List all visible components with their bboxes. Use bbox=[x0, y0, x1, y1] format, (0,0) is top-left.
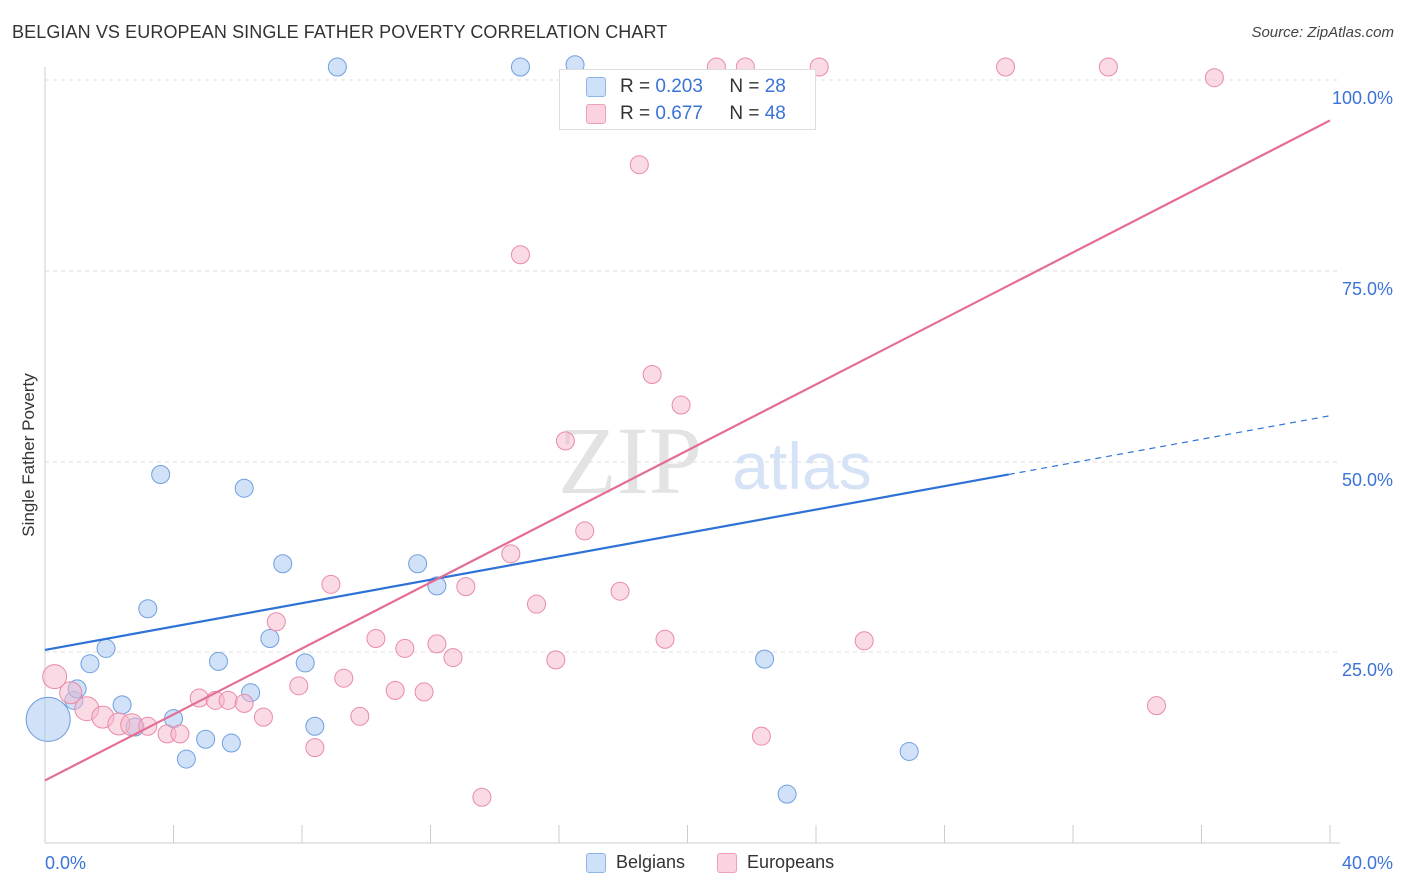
source-credit: Source: ZipAtlas.com bbox=[1251, 24, 1394, 41]
point-europeans bbox=[472, 787, 492, 807]
point-europeans bbox=[655, 629, 675, 649]
point-europeans bbox=[527, 594, 547, 614]
point-europeans bbox=[501, 544, 521, 564]
point-europeans bbox=[610, 581, 630, 601]
point-europeans bbox=[510, 245, 530, 265]
point-europeans bbox=[443, 648, 463, 668]
point-belgians bbox=[138, 599, 158, 619]
point-europeans bbox=[253, 707, 273, 727]
point-europeans bbox=[350, 706, 370, 726]
stats-legend: R = 0.203 N = 28 R = 0.677 N = 48 bbox=[559, 69, 816, 130]
tick-labels: 25.0% 50.0% 75.0% 100.0% 0.0% 40.0% bbox=[45, 88, 1393, 873]
point-europeans bbox=[385, 680, 405, 700]
point-europeans bbox=[266, 612, 286, 632]
point-belgians bbox=[196, 729, 216, 749]
point-europeans bbox=[546, 650, 566, 670]
stats-r-label: R = bbox=[620, 76, 656, 97]
point-belgians bbox=[327, 57, 347, 77]
stats-r-value: 0.203 bbox=[655, 76, 703, 97]
point-belgians bbox=[777, 784, 797, 804]
trend-line-belgians-extension bbox=[1008, 415, 1331, 476]
point-europeans bbox=[1098, 57, 1118, 77]
point-europeans bbox=[42, 664, 68, 690]
stats-n-label: N = bbox=[729, 103, 765, 124]
y-tick-label: 100.0% bbox=[1332, 88, 1393, 108]
point-belgians bbox=[96, 638, 116, 658]
point-europeans bbox=[138, 716, 158, 736]
bottom-legend: Belgians Europeans bbox=[586, 852, 866, 873]
point-europeans bbox=[575, 521, 595, 541]
legend-item-belgians[interactable]: Belgians bbox=[586, 852, 685, 873]
stats-n-label: N = bbox=[729, 76, 765, 97]
stats-n-value: 28 bbox=[764, 76, 786, 97]
point-europeans bbox=[642, 365, 662, 385]
point-belgians bbox=[305, 716, 325, 736]
point-europeans bbox=[1147, 696, 1167, 716]
y-tick-label: 75.0% bbox=[1342, 279, 1393, 299]
point-europeans bbox=[629, 155, 649, 175]
point-belgians bbox=[510, 57, 530, 77]
point-europeans bbox=[671, 395, 691, 415]
point-belgians bbox=[176, 749, 196, 769]
point-europeans bbox=[414, 682, 434, 702]
point-belgians bbox=[755, 649, 775, 669]
y-axis-label: Single Father Poverty bbox=[19, 373, 38, 537]
point-europeans bbox=[854, 631, 874, 651]
point-europeans bbox=[289, 676, 309, 696]
legend-swatch-belgians bbox=[586, 852, 606, 873]
point-europeans bbox=[305, 738, 325, 758]
x-tick-label: 40.0% bbox=[1342, 853, 1393, 873]
point-europeans bbox=[321, 574, 341, 594]
point-belgians bbox=[273, 554, 293, 574]
stats-n-value: 48 bbox=[764, 103, 786, 124]
point-belgians bbox=[408, 554, 428, 574]
point-belgians bbox=[208, 651, 228, 671]
trend-line-belgians bbox=[44, 473, 1009, 652]
point-belgians bbox=[234, 478, 254, 498]
point-europeans bbox=[218, 690, 238, 710]
trend-line-europeans bbox=[44, 119, 1331, 782]
stats-r-label: R = bbox=[620, 103, 656, 124]
point-belgians bbox=[899, 741, 919, 761]
point-europeans bbox=[366, 629, 386, 649]
point-europeans bbox=[395, 638, 415, 658]
stats-row-belgians: R = 0.203 N = 28 bbox=[586, 74, 786, 100]
x-tick-label: 0.0% bbox=[45, 853, 86, 873]
point-belgians bbox=[151, 464, 171, 484]
trend-lines bbox=[44, 119, 1331, 782]
point-europeans bbox=[456, 577, 476, 597]
point-belgians bbox=[80, 654, 100, 674]
y-tick-label: 50.0% bbox=[1342, 470, 1393, 490]
stats-swatch-europeans bbox=[586, 104, 606, 124]
point-europeans bbox=[334, 668, 354, 688]
point-belgians bbox=[295, 653, 315, 673]
point-europeans bbox=[751, 726, 771, 746]
stats-swatch-belgians bbox=[586, 77, 606, 97]
watermark: ZIP atlas bbox=[558, 407, 872, 514]
point-europeans bbox=[1204, 68, 1224, 88]
y-tick-label: 25.0% bbox=[1342, 660, 1393, 680]
stats-r-value: 0.677 bbox=[655, 103, 703, 124]
point-belgians bbox=[221, 733, 241, 753]
watermark-atlas: atlas bbox=[732, 429, 871, 503]
point-belgians bbox=[260, 629, 280, 649]
legend-label-europeans: Europeans bbox=[747, 852, 835, 872]
point-europeans bbox=[234, 693, 254, 713]
point-europeans bbox=[59, 681, 83, 705]
chart-title: BELGIAN VS EUROPEAN SINGLE FATHER POVERT… bbox=[12, 22, 668, 42]
legend-item-europeans[interactable]: Europeans bbox=[717, 852, 834, 873]
legend-label-belgians: Belgians bbox=[616, 852, 686, 872]
grid-lines bbox=[45, 79, 1340, 653]
point-belgians bbox=[112, 695, 132, 715]
point-europeans bbox=[996, 57, 1016, 77]
watermark-zip: ZIP bbox=[558, 407, 702, 514]
point-belgians bbox=[25, 696, 71, 742]
stats-row-europeans: R = 0.677 N = 48 bbox=[586, 101, 786, 127]
point-europeans bbox=[555, 431, 575, 451]
legend-swatch-europeans bbox=[717, 852, 738, 873]
point-europeans bbox=[427, 634, 447, 654]
point-europeans bbox=[170, 724, 190, 744]
